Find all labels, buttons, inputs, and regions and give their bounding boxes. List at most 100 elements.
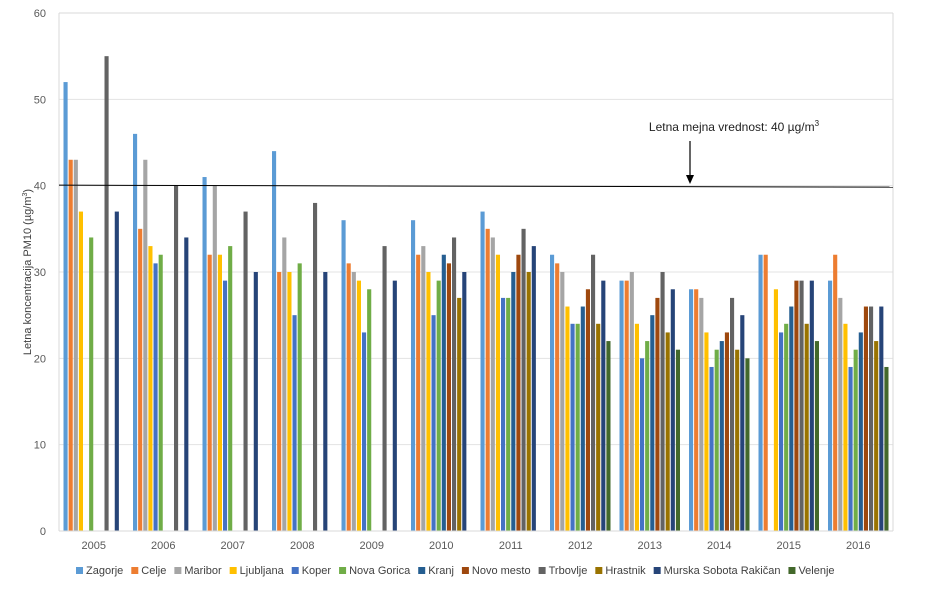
bar-ljubljana-2016 — [843, 323, 848, 531]
bar-zagorje-2016 — [828, 280, 833, 531]
bar-novo-mesto-2015 — [794, 280, 799, 531]
bar-trbovlje-2010 — [452, 237, 457, 531]
bar-kranj-2013 — [650, 315, 655, 531]
bar-zagorje-2012 — [550, 254, 555, 531]
bar-koper-2013 — [640, 358, 645, 531]
y-axis-label: Letna koncentracija PM10 (µg/m3) — [22, 189, 34, 355]
bar-celje-2006 — [138, 228, 143, 532]
bar-celje-2013 — [624, 280, 629, 531]
bar-kranj-2016 — [858, 332, 863, 531]
bar-murska-sobota-raki-an-2011 — [531, 246, 536, 531]
bar-koper-2012 — [570, 323, 575, 531]
bar-nova-gorica-2008 — [297, 263, 302, 531]
bar-nova-gorica-2010 — [436, 280, 441, 531]
bar-koper-2010 — [431, 315, 436, 531]
legend-label: Novo mesto — [472, 565, 531, 577]
bar-velenje-2015 — [814, 341, 819, 531]
bar-nova-gorica-2016 — [853, 349, 858, 531]
bar-koper-2007 — [223, 280, 228, 531]
bar-novo-mesto-2011 — [516, 254, 521, 531]
bar-trbovlje-2016 — [869, 306, 874, 531]
bar-murska-sobota-raki-an-2007 — [253, 272, 258, 531]
bar-nova-gorica-2007 — [228, 246, 233, 531]
bar-novo-mesto-2010 — [446, 263, 451, 531]
bar-novo-mesto-2016 — [863, 306, 868, 531]
bar-koper-2015 — [779, 332, 784, 531]
bar-kranj-2015 — [789, 306, 794, 531]
bar-hrastnik-2015 — [804, 323, 809, 531]
bar-hrastnik-2011 — [526, 272, 531, 531]
bar-murska-sobota-raki-an-2016 — [879, 306, 884, 531]
x-tick-label: 2006 — [151, 540, 175, 552]
legend-swatch — [538, 567, 546, 574]
y-tick-label: 20 — [34, 353, 46, 365]
legend-swatch — [229, 567, 237, 574]
x-tick-labels: 2005 2006 2007 2008 2009 2010 2011 2012 2013 2014… — [82, 540, 871, 552]
legend-swatch — [595, 567, 603, 574]
bar-kranj-2011 — [511, 272, 516, 531]
bar-trbovlje-2009 — [382, 246, 387, 531]
y-tick-label: 30 — [34, 267, 46, 279]
bar-koper-2014 — [709, 366, 714, 531]
bar-ljubljana-2012 — [565, 306, 570, 531]
bar-hrastnik-2016 — [874, 341, 879, 531]
x-tick-label: 2012 — [568, 540, 592, 552]
legend-swatch — [461, 567, 469, 574]
x-tick-label: 2011 — [499, 540, 523, 552]
bar-murska-sobota-raki-an-2012 — [601, 280, 606, 531]
bar-nova-gorica-2014 — [714, 349, 719, 531]
x-tick-label: 2010 — [429, 540, 453, 552]
bar-trbovlje-2015 — [799, 280, 804, 531]
axes — [58, 12, 894, 532]
bar-zagorje-2015 — [758, 254, 763, 531]
y-tick-label: 60 — [34, 8, 46, 20]
legend-label: Koper — [302, 565, 332, 577]
bar-ljubljana-2005 — [78, 211, 83, 532]
bar-ljubljana-2009 — [356, 280, 361, 531]
bar-trbovlje-2013 — [660, 272, 665, 531]
bar-maribor-2006 — [143, 159, 148, 531]
bar-hrastnik-2012 — [596, 323, 601, 531]
bar-trbovlje-2006 — [174, 185, 179, 531]
x-tick-label: 2005 — [82, 540, 106, 552]
bar-trbovlje-2007 — [243, 211, 248, 532]
y-tick-label: 0 — [40, 526, 46, 538]
bar-ljubljana-2010 — [426, 272, 431, 531]
bar-zagorje-2007 — [202, 177, 207, 532]
bar-novo-mesto-2012 — [585, 289, 590, 531]
bar-koper-2016 — [848, 366, 853, 531]
x-tick-label: 2007 — [221, 540, 245, 552]
legend-swatch — [291, 567, 299, 574]
legend-label: Murska Sobota Rakičan — [664, 565, 781, 577]
x-tick-label: 2009 — [360, 540, 384, 552]
legend-swatch — [788, 567, 796, 574]
legend-label: Hrastnik — [605, 565, 646, 577]
legend-swatch — [76, 567, 83, 574]
bar-celje-2005 — [68, 159, 73, 531]
bar-maribor-2007 — [212, 185, 217, 531]
bar-nova-gorica-2015 — [784, 323, 789, 531]
limit-annotation: Letna mejna vrednost: 40 µg/m3 — [58, 119, 894, 188]
x-tick-label: 2008 — [290, 540, 314, 552]
bar-nova-gorica-2009 — [367, 289, 372, 531]
bar-ljubljana-2006 — [148, 246, 153, 531]
legend-swatch — [339, 567, 347, 574]
bar-koper-2011 — [501, 297, 506, 531]
bar-nova-gorica-2012 — [575, 323, 580, 531]
bar-maribor-2009 — [351, 272, 356, 531]
bar-trbovlje-2008 — [313, 202, 318, 531]
limit-line — [58, 184, 894, 188]
legend-swatch — [174, 567, 182, 574]
bar-maribor-2014 — [699, 297, 704, 531]
bar-ljubljana-2014 — [704, 332, 709, 531]
limit-arrow-icon — [686, 175, 694, 184]
bar-velenje-2012 — [606, 341, 611, 531]
bar-murska-sobota-raki-an-2013 — [670, 289, 675, 531]
bar-zagorje-2013 — [619, 280, 624, 531]
bar-novo-mesto-2013 — [655, 297, 660, 531]
bar-kranj-2012 — [580, 306, 585, 531]
bar-celje-2007 — [207, 254, 212, 531]
gridlines — [59, 12, 893, 446]
